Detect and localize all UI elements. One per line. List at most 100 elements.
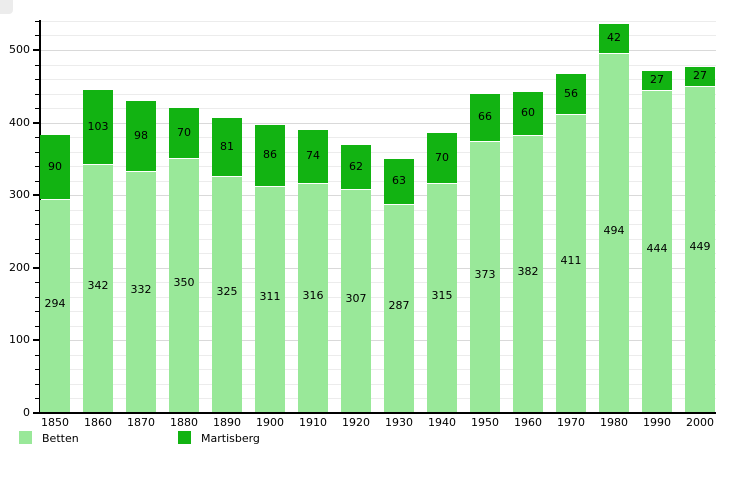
- bar-1860-betten-value: 342: [87, 279, 109, 292]
- bar-1890-betten: [212, 177, 242, 412]
- bar-1930-martisberg-value: 63: [392, 174, 406, 187]
- x-tick-label-1940: 1940: [428, 416, 456, 429]
- bar-1900-betten-value: 311: [259, 290, 281, 303]
- bar-1990-betten-value: 444: [646, 242, 668, 255]
- y-minortick-380: [35, 137, 40, 139]
- bar-1890-martisberg: [212, 118, 242, 176]
- bar-1990-martisberg-value: 27: [650, 73, 664, 86]
- y-tick-100: [33, 339, 40, 342]
- bar-1940-betten-value: 315: [431, 288, 453, 302]
- gridline-y480: [40, 64, 716, 66]
- gridline-y60: [40, 369, 716, 371]
- bar-1870-betten: [126, 172, 156, 412]
- y-minortick-80: [35, 354, 40, 356]
- x-tick-label-1990: 1990: [643, 416, 671, 429]
- bar-1950-martisberg: [470, 94, 500, 141]
- bar-2000-martisberg-value: 27: [693, 69, 707, 82]
- gridline-y400: [40, 122, 716, 124]
- x-tick-label-1920: 1920: [342, 416, 370, 429]
- gridline-y40: [40, 383, 716, 385]
- y-tick-label-400: 400: [9, 115, 30, 129]
- x-tick-label-1880: 1880: [170, 416, 198, 429]
- bar-1920-martisberg: [341, 145, 371, 189]
- gridline-y240: [40, 238, 716, 240]
- gridline-y340: [40, 166, 716, 168]
- y-tick-300: [33, 194, 40, 197]
- bar-1880-betten: [169, 159, 199, 412]
- bar-2000-martisberg: [685, 67, 715, 86]
- bar-1960-martisberg-value: 60: [521, 106, 535, 119]
- bar-1940-martisberg: [427, 133, 457, 183]
- bar-1940-betten: [427, 184, 457, 412]
- y-tick-0: [33, 412, 40, 414]
- legend-label-betten: Betten: [42, 432, 79, 445]
- bar-1910-martisberg: [298, 130, 328, 183]
- gridline-y520: [40, 35, 716, 37]
- bar-1980-betten-value: 494: [603, 223, 625, 237]
- gridline-y200: [40, 267, 716, 269]
- gridline-y540: [40, 20, 716, 22]
- bar-1870-martisberg-value: 98: [134, 128, 148, 142]
- bar-1900-martisberg: [255, 125, 285, 186]
- bar-1870-betten-value: 332: [130, 282, 152, 296]
- x-tick-label-1950: 1950: [471, 416, 499, 429]
- bar-1890-betten-value: 325: [216, 285, 238, 298]
- y-minortick-120: [35, 325, 40, 327]
- legend-swatch-betten: [19, 431, 32, 444]
- bar-1920-martisberg-value: 62: [349, 159, 363, 173]
- y-minortick-180: [35, 282, 40, 284]
- y-tick-label-500: 500: [9, 43, 30, 56]
- bar-1970-martisberg: [556, 74, 586, 114]
- bar-1880-martisberg-value: 70: [177, 125, 191, 139]
- bar-1990-betten: [642, 91, 672, 412]
- gridline-y280: [40, 209, 716, 211]
- y-minortick-260: [35, 224, 40, 226]
- legend-label-martisberg: Martisberg: [201, 432, 260, 445]
- bar-1860-martisberg: [83, 90, 113, 164]
- bar-1920-betten: [341, 190, 371, 412]
- x-axis: [33, 412, 716, 414]
- y-tick-label-0: 0: [23, 406, 30, 419]
- y-tick-400: [33, 121, 40, 124]
- y-minortick-320: [35, 180, 40, 182]
- gridline-y500: [40, 50, 716, 51]
- bar-1860-betten: [83, 165, 113, 412]
- bar-1880-betten-value: 350: [173, 276, 195, 289]
- gridline-y460: [40, 79, 716, 81]
- bar-1930-betten-value: 287: [388, 299, 410, 312]
- gridline-y360: [40, 151, 716, 153]
- y-tick-200: [33, 266, 40, 269]
- x-tick-label-1930: 1930: [385, 416, 413, 429]
- y-minortick-420: [35, 108, 40, 110]
- y-tick-label-300: 300: [9, 188, 30, 202]
- x-tick-label-1960: 1960: [514, 416, 542, 429]
- gridline-y160: [40, 296, 716, 298]
- x-tick-label-1910: 1910: [299, 416, 327, 429]
- gridline-y220: [40, 253, 716, 255]
- y-tick-label-200: 200: [9, 260, 30, 274]
- y-minortick-240: [35, 238, 40, 240]
- bar-1920-betten-value: 307: [345, 291, 367, 305]
- gridline-y260: [40, 224, 716, 226]
- bar-1980-martisberg-value: 42: [607, 31, 621, 44]
- y-minortick-220: [35, 253, 40, 255]
- bar-1990-martisberg: [642, 71, 672, 90]
- x-tick-label-1890: 1890: [213, 416, 241, 429]
- y-minortick-440: [35, 93, 40, 95]
- gridline-y140: [40, 311, 716, 313]
- bar-2000-betten: [685, 87, 715, 412]
- bar-1960-betten-value: 382: [517, 264, 539, 278]
- y-minortick-280: [35, 209, 40, 211]
- corner-artifact: [0, 0, 13, 14]
- bar-1870-martisberg: [126, 101, 156, 171]
- bar-1900-betten: [255, 187, 285, 412]
- x-tick-label-1860: 1860: [84, 416, 112, 429]
- y-minortick-40: [35, 383, 40, 385]
- bar-1910-betten: [298, 184, 328, 412]
- bar-1880-martisberg: [169, 108, 199, 158]
- bar-1950-betten-value: 373: [474, 267, 496, 281]
- bar-1850-betten: [40, 200, 70, 412]
- y-minortick-340: [35, 166, 40, 168]
